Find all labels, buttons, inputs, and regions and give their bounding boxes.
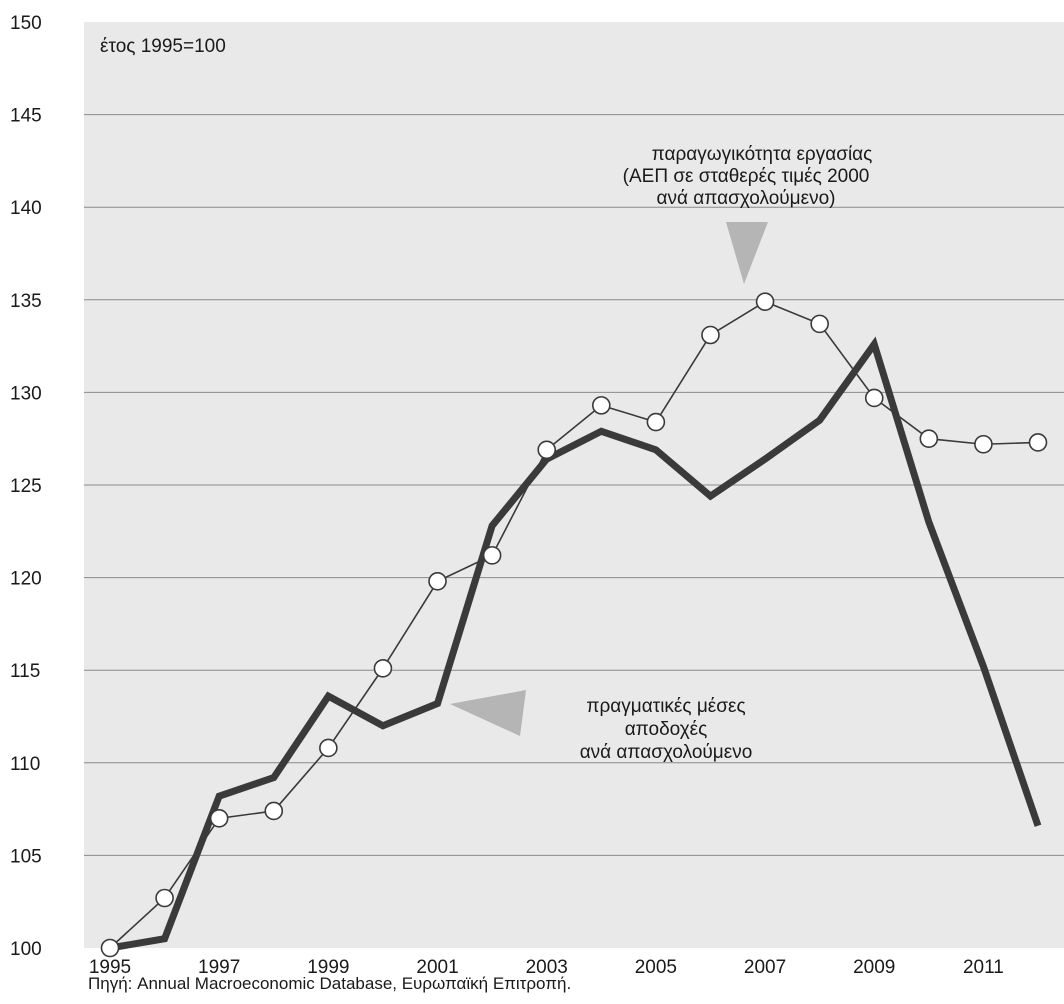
series-productivity-point <box>810 314 829 334</box>
series-productivity-point <box>155 888 174 908</box>
series-productivity-point <box>755 292 775 311</box>
x-tick-label: 2003 <box>526 957 568 978</box>
annotation-wages: πραγματικές μέσες αποδοχές ανά απασχολού… <box>450 690 752 763</box>
annotation-productivity-line-1: παραγωγικότητα εργασίας <box>652 144 873 165</box>
x-tick-label: 2009 <box>853 957 895 978</box>
x-tick-label: 1995 <box>89 957 131 978</box>
annotation-productivity-line-2: (ΑΕΠ σε σταθερές τιμές 2000 <box>623 166 870 187</box>
y-tick-label: 110 <box>10 754 40 775</box>
series-productivity-point <box>264 801 284 821</box>
y-tick-label: 135 <box>10 291 42 312</box>
unit-note: έτος 1995=100 <box>100 36 226 57</box>
annotation-productivity-arrow-icon <box>726 222 768 284</box>
source-note: Πηγή: Annual Macroeconomic Database, Ευρ… <box>88 974 572 993</box>
series-productivity-point <box>319 738 338 758</box>
series-productivity-point <box>537 440 557 460</box>
x-tick-label: 2007 <box>744 957 786 978</box>
series-productivity-point <box>482 546 502 565</box>
x-tick-label: 2005 <box>635 957 677 978</box>
series-productivity-point <box>100 938 120 958</box>
series-productivity-point <box>209 809 229 828</box>
y-tick-label: 150 <box>10 13 42 34</box>
gridlines <box>84 114 1064 856</box>
series-productivity-point <box>974 434 993 454</box>
series-productivity <box>100 292 1048 958</box>
series-productivity-point <box>373 659 393 678</box>
series-productivity-point <box>701 325 720 345</box>
annotation-wages-line-3: ανά απασχολούμενο <box>580 742 753 763</box>
y-tick-label: 130 <box>10 383 42 404</box>
annotation-wages-arrow-icon <box>450 690 526 736</box>
series-wages <box>109 336 1042 952</box>
series-productivity-point <box>591 396 611 415</box>
annotation-productivity: παραγωγικότητα εργασίας (ΑΕΠ σε σταθερές… <box>623 144 873 284</box>
y-tick-label: 115 <box>10 661 40 682</box>
x-tick-label: 1999 <box>307 957 349 978</box>
y-tick-label: 145 <box>10 106 42 127</box>
y-tick-label: 125 <box>10 476 42 497</box>
x-tick-label: 2011 <box>963 957 1004 978</box>
y-tick-label: 120 <box>10 569 42 590</box>
series-productivity-point <box>1028 433 1048 452</box>
x-axis-ticks: 1995 1997 1999 2001 2003 2005 2007 2009 2011 <box>89 957 1004 978</box>
x-tick-label: 2001 <box>416 957 458 978</box>
annotation-productivity-line-3: ανά απασχολούμενο) <box>657 188 836 209</box>
series-productivity-point <box>919 429 939 449</box>
series-productivity-point <box>428 572 447 591</box>
x-tick-label: 1997 <box>198 957 240 978</box>
y-tick-label: 140 <box>10 198 42 219</box>
annotation-wages-line-2: αποδοχές <box>625 719 708 740</box>
series-productivity-point <box>646 412 666 432</box>
y-tick-label: 100 <box>10 939 42 960</box>
y-axis-ticks: 100 105 110 115 120 125 130 135 140 145 150 <box>10 13 42 960</box>
y-tick-label: 105 <box>10 846 42 867</box>
annotation-wages-line-1: πραγματικές μέσες <box>586 696 745 717</box>
series-productivity-point <box>864 388 884 408</box>
series-wages-line <box>109 336 1042 952</box>
